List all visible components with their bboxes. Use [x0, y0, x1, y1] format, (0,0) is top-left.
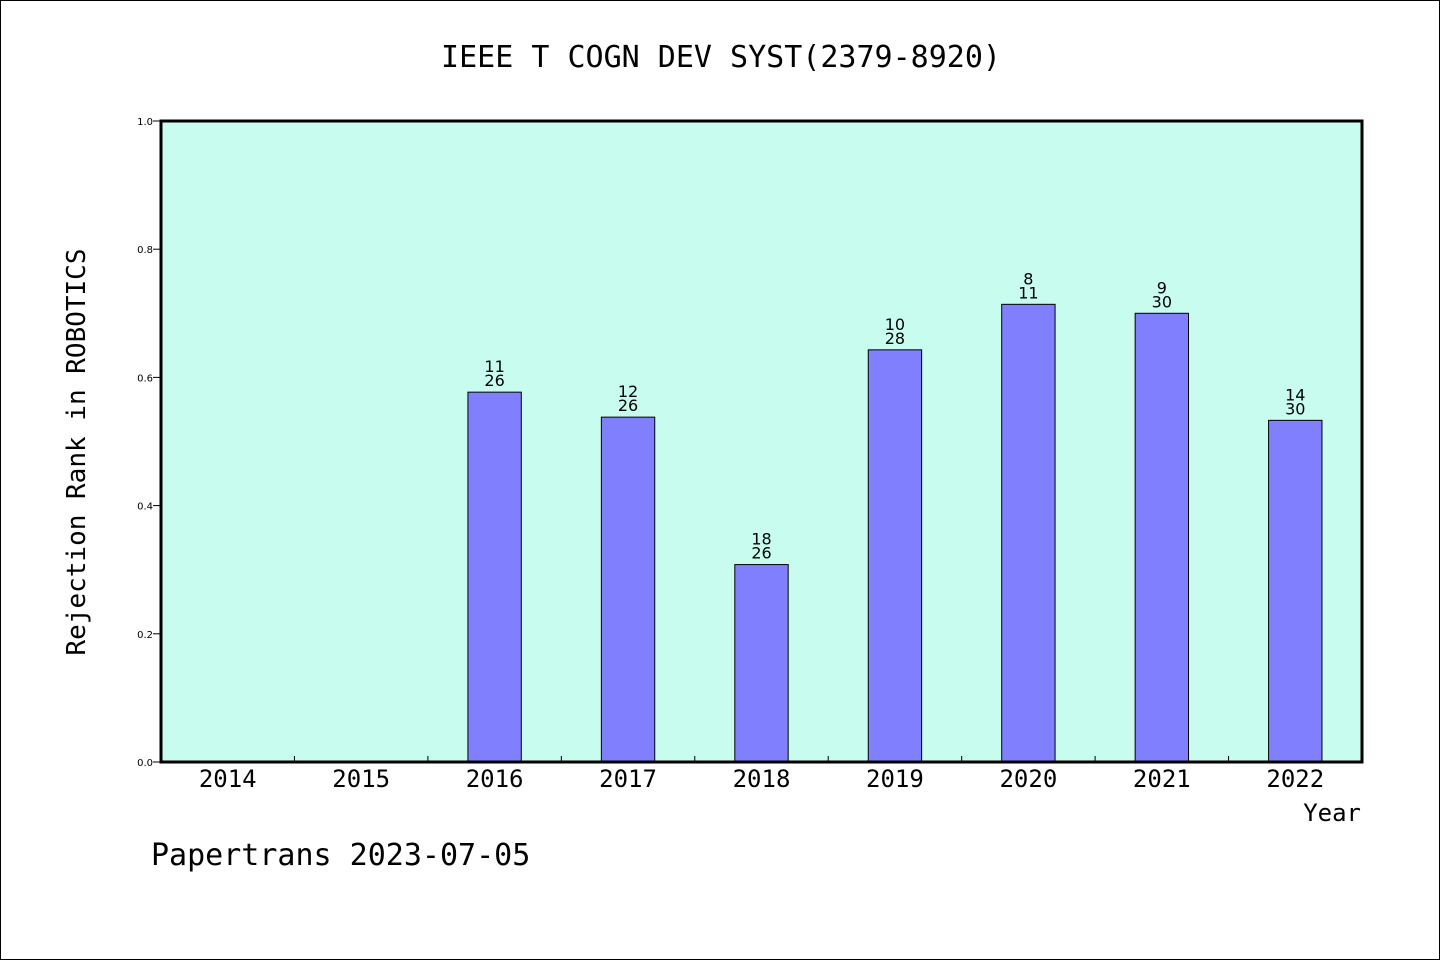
- x-axis-label: Year: [1303, 799, 1361, 827]
- y-tick-label: 0.8: [137, 245, 153, 256]
- data-label-total: 26: [484, 371, 504, 390]
- data-label-total: 28: [885, 329, 905, 348]
- bar-2021: [1134, 312, 1190, 763]
- x-tick-label: 2021: [1133, 765, 1191, 793]
- data-label-total: 26: [618, 396, 638, 415]
- bars: [467, 303, 1323, 763]
- x-tick-label: 2020: [999, 765, 1057, 793]
- y-axis-ticks: 0.0 0.2 0.4 0.6 0.8 1.0: [137, 117, 161, 769]
- data-label-total: 30: [1152, 292, 1172, 311]
- data-label-rank: 14: [1285, 385, 1305, 404]
- x-tick-label: 2022: [1266, 765, 1324, 793]
- y-tick-label: 0.2: [137, 630, 153, 641]
- bar-2017: [600, 416, 656, 763]
- data-label-total: 30: [1285, 399, 1305, 418]
- data-label-rank: 9: [1157, 278, 1167, 297]
- bar-2016: [467, 391, 522, 763]
- x-axis-ticks: 2014 2015 2016 2017 2018 2019 2020 2021 2022: [199, 756, 1324, 793]
- footer-credit: Papertrans 2023-07-05: [151, 838, 530, 873]
- data-label-rank: 11: [484, 357, 504, 376]
- data-label-rank: 18: [751, 530, 771, 549]
- chart-title: IEEE T COGN DEV SYST(2379-8920): [441, 40, 1001, 75]
- data-label-rank: 8: [1023, 269, 1033, 288]
- y-axis-label: Rejection Rank in ROBOTICS: [62, 249, 92, 656]
- bar-2018: [734, 564, 789, 763]
- x-tick-label: 2019: [866, 765, 924, 793]
- x-tick-label: 2018: [733, 765, 791, 793]
- bar-2022: [1268, 419, 1323, 763]
- x-tick-label: 2015: [332, 765, 390, 793]
- y-tick-label: 1.0: [137, 117, 153, 128]
- plot-border: [159, 119, 1364, 764]
- bar-2019: [867, 349, 923, 763]
- x-tick-label: 2017: [599, 765, 657, 793]
- x-tick-label: 2016: [466, 765, 524, 793]
- y-tick-label: 0.0: [137, 758, 153, 769]
- data-label-rank: 10: [885, 315, 905, 334]
- y-tick-label: 0.6: [137, 373, 153, 384]
- data-label-total: 11: [1018, 283, 1038, 302]
- y-tick-label: 0.4: [137, 502, 153, 513]
- data-label-rank: 12: [618, 382, 638, 401]
- bar-2020: [1001, 303, 1056, 763]
- data-label-total: 26: [751, 544, 771, 563]
- x-tick-label: 2014: [199, 765, 257, 793]
